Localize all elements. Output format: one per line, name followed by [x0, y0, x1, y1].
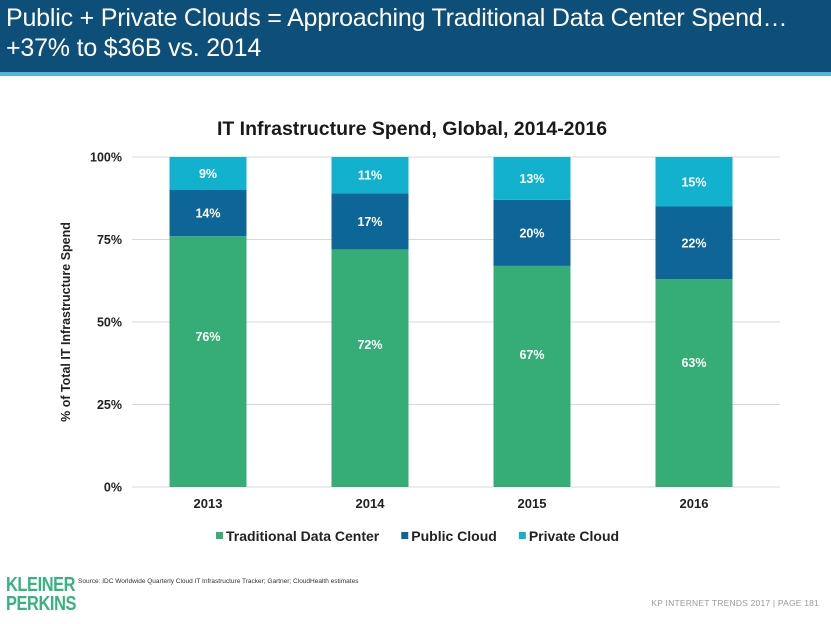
bar-segment — [493, 157, 571, 200]
data-label: 15% — [681, 175, 706, 189]
data-labels: 76% 14% 9% 72% 17% 11% 67% 20% 13% 63% 22% 15% — [195, 167, 706, 370]
data-label: 72% — [357, 338, 382, 352]
legend: Traditional Data Center Public Cloud Priva… — [216, 528, 619, 544]
bar-segment — [331, 193, 409, 250]
logo-line-2: PERKINS — [6, 593, 77, 615]
bar-segment — [493, 199, 571, 266]
y-tick-labels: 0% 25% 50% 75% 100% — [90, 151, 122, 495]
x-tick-labels: 2013 2014 2015 2016 — [194, 496, 709, 511]
bar-segment — [331, 157, 409, 194]
legend-label: Public Cloud — [411, 528, 497, 544]
bar-segment — [169, 190, 247, 237]
legend-swatch — [401, 532, 409, 539]
data-label: 13% — [519, 172, 544, 186]
x-tick-label: 2016 — [680, 496, 709, 511]
data-label: 76% — [195, 330, 220, 344]
y-axis-label: % of Total IT Infrastructure Spend — [59, 222, 73, 422]
bar-segment — [655, 279, 733, 487]
legend-swatch — [216, 532, 223, 539]
x-tick-label: 2014 — [356, 496, 386, 511]
legend-label: Traditional Data Center — [226, 528, 380, 544]
y-tick-label: 25% — [97, 398, 122, 412]
kleiner-perkins-logo: KLEINER PERKINS — [6, 574, 77, 615]
legend-label: Private Cloud — [529, 528, 619, 544]
page-footer: KP INTERNET TRENDS 2017 | PAGE 181 — [651, 598, 819, 608]
legend-swatch — [518, 532, 526, 539]
slide-title-line-2: +37% to $36B vs. 2014 — [6, 34, 262, 62]
y-tick-label: 100% — [90, 151, 122, 165]
source-note: Source: IDC Worldwide Quarterly Cloud IT… — [78, 578, 359, 585]
bar-segment — [169, 157, 247, 190]
bars — [169, 157, 733, 487]
data-label: 67% — [519, 348, 544, 362]
x-tick-label: 2015 — [518, 496, 547, 511]
data-label: 11% — [358, 169, 382, 183]
slide-title-line-1: Public + Private Clouds = Approaching Tr… — [6, 4, 788, 32]
data-label: 9% — [199, 167, 217, 181]
x-tick-label: 2013 — [194, 496, 223, 511]
data-label: 63% — [681, 356, 706, 370]
bar-segment — [493, 265, 571, 487]
bar-segment — [655, 206, 733, 280]
y-tick-label: 50% — [97, 316, 122, 330]
data-label: 14% — [195, 207, 220, 221]
slide-header: Public + Private Clouds = Approaching Tr… — [0, 0, 831, 72]
data-label: 17% — [357, 215, 382, 229]
data-label: 20% — [519, 226, 544, 240]
header-accent-line — [0, 72, 831, 76]
chart-title: IT Infrastructure Spend, Global, 2014-20… — [217, 118, 607, 140]
bar-segment — [331, 249, 409, 487]
bar-segment — [655, 157, 733, 207]
logo-line-1: KLEINER — [6, 574, 76, 596]
y-tick-label: 75% — [97, 233, 122, 247]
y-tick-label: 0% — [104, 481, 122, 495]
data-label: 22% — [681, 236, 706, 250]
bar-segment — [169, 236, 247, 487]
